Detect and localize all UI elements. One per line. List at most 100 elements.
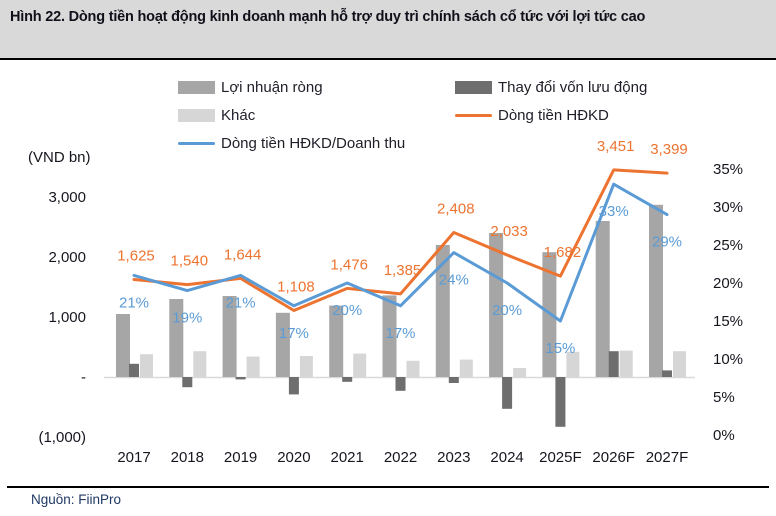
bar [502,377,513,409]
bar [222,296,237,377]
chart-text: 1,476 [330,256,368,273]
chart-text: 2,000 [48,249,86,266]
chart-text: 1,625 [117,248,155,265]
ocf-ratio-line-swatch [178,141,215,146]
bar [435,245,450,377]
chart-text: 21% [119,294,149,311]
chart-text: (1,000) [38,429,86,446]
chart-text: 2026F [592,449,635,466]
bar [116,314,130,377]
chart-text: 17% [385,325,415,342]
other-swatch [178,109,215,122]
bar [382,295,397,377]
chart-text: 35% [713,161,743,178]
ocf-line-swatch [455,113,492,118]
chart-text: 2021 [331,449,364,466]
bar [619,350,633,377]
ocf-data-labels: 1,625 1,540 1,644 1,108 1,476 1,385 2,408 2,033… [117,138,688,296]
bar-series-other [140,350,686,377]
bar [129,363,139,377]
bar [182,377,193,388]
bar [459,359,473,377]
chart-text: 2020 [277,449,310,466]
chart-text: 1,644 [224,246,262,263]
chart-text: 2023 [437,449,470,466]
bar [406,360,420,377]
bar [353,353,367,377]
bar [329,305,344,377]
chart-text: 20% [492,302,522,319]
chart-text: 33% [599,203,629,220]
chart-text: 1,000 [48,309,86,326]
chart-text: 2025F [539,449,582,466]
bar-series-net-profit [116,204,663,377]
legend-label-ocf-ratio: Dòng tiền HĐKD/Doanh thu [221,135,406,152]
chart-text: 25% [713,237,743,254]
figure-title: Hình 22. Dòng tiền hoạt động kinh doanh … [10,9,646,25]
chart-text: 2017 [117,449,150,466]
source-divider [7,486,769,488]
legend-label-working-capital: Thay đổi vốn lưu động [498,79,648,96]
bar [673,351,686,377]
left-axis-unit-label: (VND bn) [28,149,91,166]
chart-text: 17% [279,325,309,342]
chart-text: 2022 [384,449,417,466]
chart-text: 2019 [224,449,257,466]
chart-text: - [81,369,86,386]
chart-text: 29% [652,234,682,251]
bar [608,351,619,377]
chart-text: 1,682 [544,244,582,261]
bar-series-working-capital [129,351,672,427]
chart-text: 19% [172,310,202,327]
legend-item-net-profit: Lợi nhuận ròng [178,79,323,96]
legend-label-net-profit: Lợi nhuận ròng [221,79,323,96]
bar [140,354,153,377]
figure-title-bar: Hình 22. Dòng tiền hoạt động kinh doanh … [0,0,776,60]
ratio-data-labels: 21% 19% 21% 17% 20% 17% 24% 20% 15% 33% 29% [119,203,682,357]
bar [275,312,290,377]
bar [566,351,580,377]
bar [169,299,184,377]
legend-label-ocf: Dòng tiền HĐKD [498,107,609,124]
chart-text: 21% [226,294,256,311]
chart-text: 3,451 [597,138,635,155]
chart-text: 1,108 [277,279,315,296]
bar [513,368,527,377]
ocf-ratio-line [132,182,669,323]
chart-text: 0% [713,427,735,444]
chart-text: 2,033 [490,223,528,240]
chart-text: 24% [439,272,469,289]
bar [299,356,313,377]
legend-item-ocf-ratio: Dòng tiền HĐKD/Doanh thu [178,135,405,152]
bar [235,377,246,380]
bar [595,221,610,377]
chart-text: 1,385 [384,262,422,279]
source-label: Nguồn: FiinPro [31,492,122,507]
chart-text: 15% [545,340,575,357]
chart-text: 5% [713,389,735,406]
working-capital-swatch [455,81,492,94]
chart-text: 2018 [171,449,204,466]
left-axis-ticks: 3,000 2,000 1,000 - (1,000) [38,189,86,446]
chart-text: 20% [713,275,743,292]
chart-text: 3,399 [650,141,688,158]
chart-text: 3,000 [48,189,86,206]
bar [489,233,504,377]
right-axis-ticks: 35% 30% 25% 20% 15% 10% 5% 0% [713,161,743,444]
legend-item-ocf: Dòng tiền HĐKD [455,107,609,124]
chart-text: 30% [713,199,743,216]
bar [288,377,299,395]
legend-label-other: Khác [221,107,256,124]
chart-text: 20% [332,302,362,319]
net-profit-swatch [178,81,215,94]
chart-text: 1,540 [171,253,209,270]
bar [448,377,459,383]
chart-text: 2,408 [437,201,475,218]
bar [649,204,663,377]
legend-item-working-capital: Thay đổi vốn lưu động [455,79,647,96]
bar [555,377,566,427]
bar [395,377,406,391]
bar [662,370,672,377]
legend-item-other: Khác [178,107,255,124]
